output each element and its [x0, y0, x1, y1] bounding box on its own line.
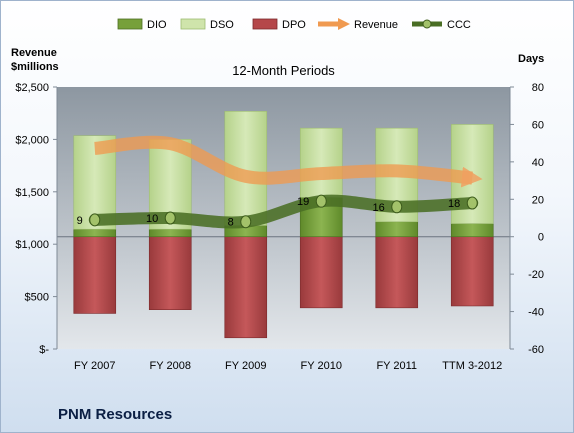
bar-dpo	[299, 236, 343, 309]
left-tick-label: $1,000	[15, 239, 49, 251]
legend-item-revenue: Revenue	[318, 18, 398, 31]
point-ccc	[391, 200, 403, 214]
legend-label: DPO	[282, 19, 306, 31]
legend-arrowhead	[338, 18, 350, 30]
legend-label: Revenue	[354, 19, 398, 31]
left-tick-label: $-	[39, 344, 49, 356]
line-ccc	[88, 194, 479, 229]
legend-swatch	[252, 18, 278, 30]
legend-item-dio: DIO	[117, 18, 167, 31]
x-tick-label: FY 2010	[301, 360, 342, 372]
x-tick-label: TTM 3-2012	[442, 360, 502, 372]
left-axis-title-line1: Revenue	[11, 47, 57, 59]
point-ccc	[164, 211, 176, 225]
left-tick-label: $1,500	[15, 187, 49, 199]
legend-label: DSO	[210, 19, 234, 31]
bar-dpo	[148, 236, 192, 310]
right-tick-label: 0	[538, 232, 544, 244]
data-label-ccc: 9	[77, 215, 83, 227]
legend-swatch	[117, 18, 143, 30]
right-tick-label: 40	[532, 157, 544, 169]
legend-label: CCC	[447, 19, 471, 31]
left-axis-title-line2: $millions	[11, 61, 59, 73]
bar-dio	[450, 223, 494, 238]
legend-item-ccc: CCC	[412, 19, 471, 31]
data-label-ccc: 16	[373, 202, 385, 214]
x-tick-label: FY 2008	[150, 360, 191, 372]
point-ccc	[240, 215, 252, 229]
data-label-ccc: 18	[448, 198, 460, 210]
x-tick-label: FY 2009	[225, 360, 266, 372]
data-label-ccc: 19	[297, 196, 309, 208]
bar-dpo	[73, 236, 117, 314]
bar-dso	[299, 127, 343, 198]
right-tick-label: 80	[532, 82, 544, 94]
point-ccc	[89, 213, 101, 227]
bar-dio	[375, 221, 419, 238]
legend-item-dso: DSO	[180, 18, 234, 31]
company-name: PNM Resources	[58, 406, 173, 423]
left-tick-label: $2,000	[15, 134, 49, 146]
data-label-ccc: 8	[228, 217, 234, 229]
chart-title: 12-Month Periods	[232, 63, 335, 78]
bar-dpo	[450, 236, 494, 307]
right-tick-label: -40	[528, 307, 544, 319]
data-label-ccc: 10	[146, 213, 158, 225]
right-tick-label: -20	[528, 269, 544, 281]
right-tick-label: -60	[528, 344, 544, 356]
bar-dio	[73, 228, 117, 238]
x-tick-label: FY 2007	[74, 360, 115, 372]
point-ccc	[466, 196, 478, 210]
left-tick-label: $500	[25, 292, 49, 304]
left-tick-label: $2,500	[15, 82, 49, 94]
bar-dpo	[224, 236, 268, 339]
legend-swatch	[180, 18, 206, 30]
line-revenue	[94, 135, 483, 188]
right-tick-label: 60	[532, 119, 544, 131]
right-axis-title: Days	[518, 53, 544, 65]
legend-label: DIO	[147, 19, 167, 31]
point-ccc	[315, 194, 327, 208]
x-tick-label: FY 2011	[376, 360, 417, 372]
right-tick-label: 20	[532, 194, 544, 206]
legend-marker	[422, 19, 432, 29]
bar-dio	[148, 228, 192, 238]
bar-dpo	[375, 236, 419, 309]
legend-item-dpo: DPO	[252, 18, 306, 31]
